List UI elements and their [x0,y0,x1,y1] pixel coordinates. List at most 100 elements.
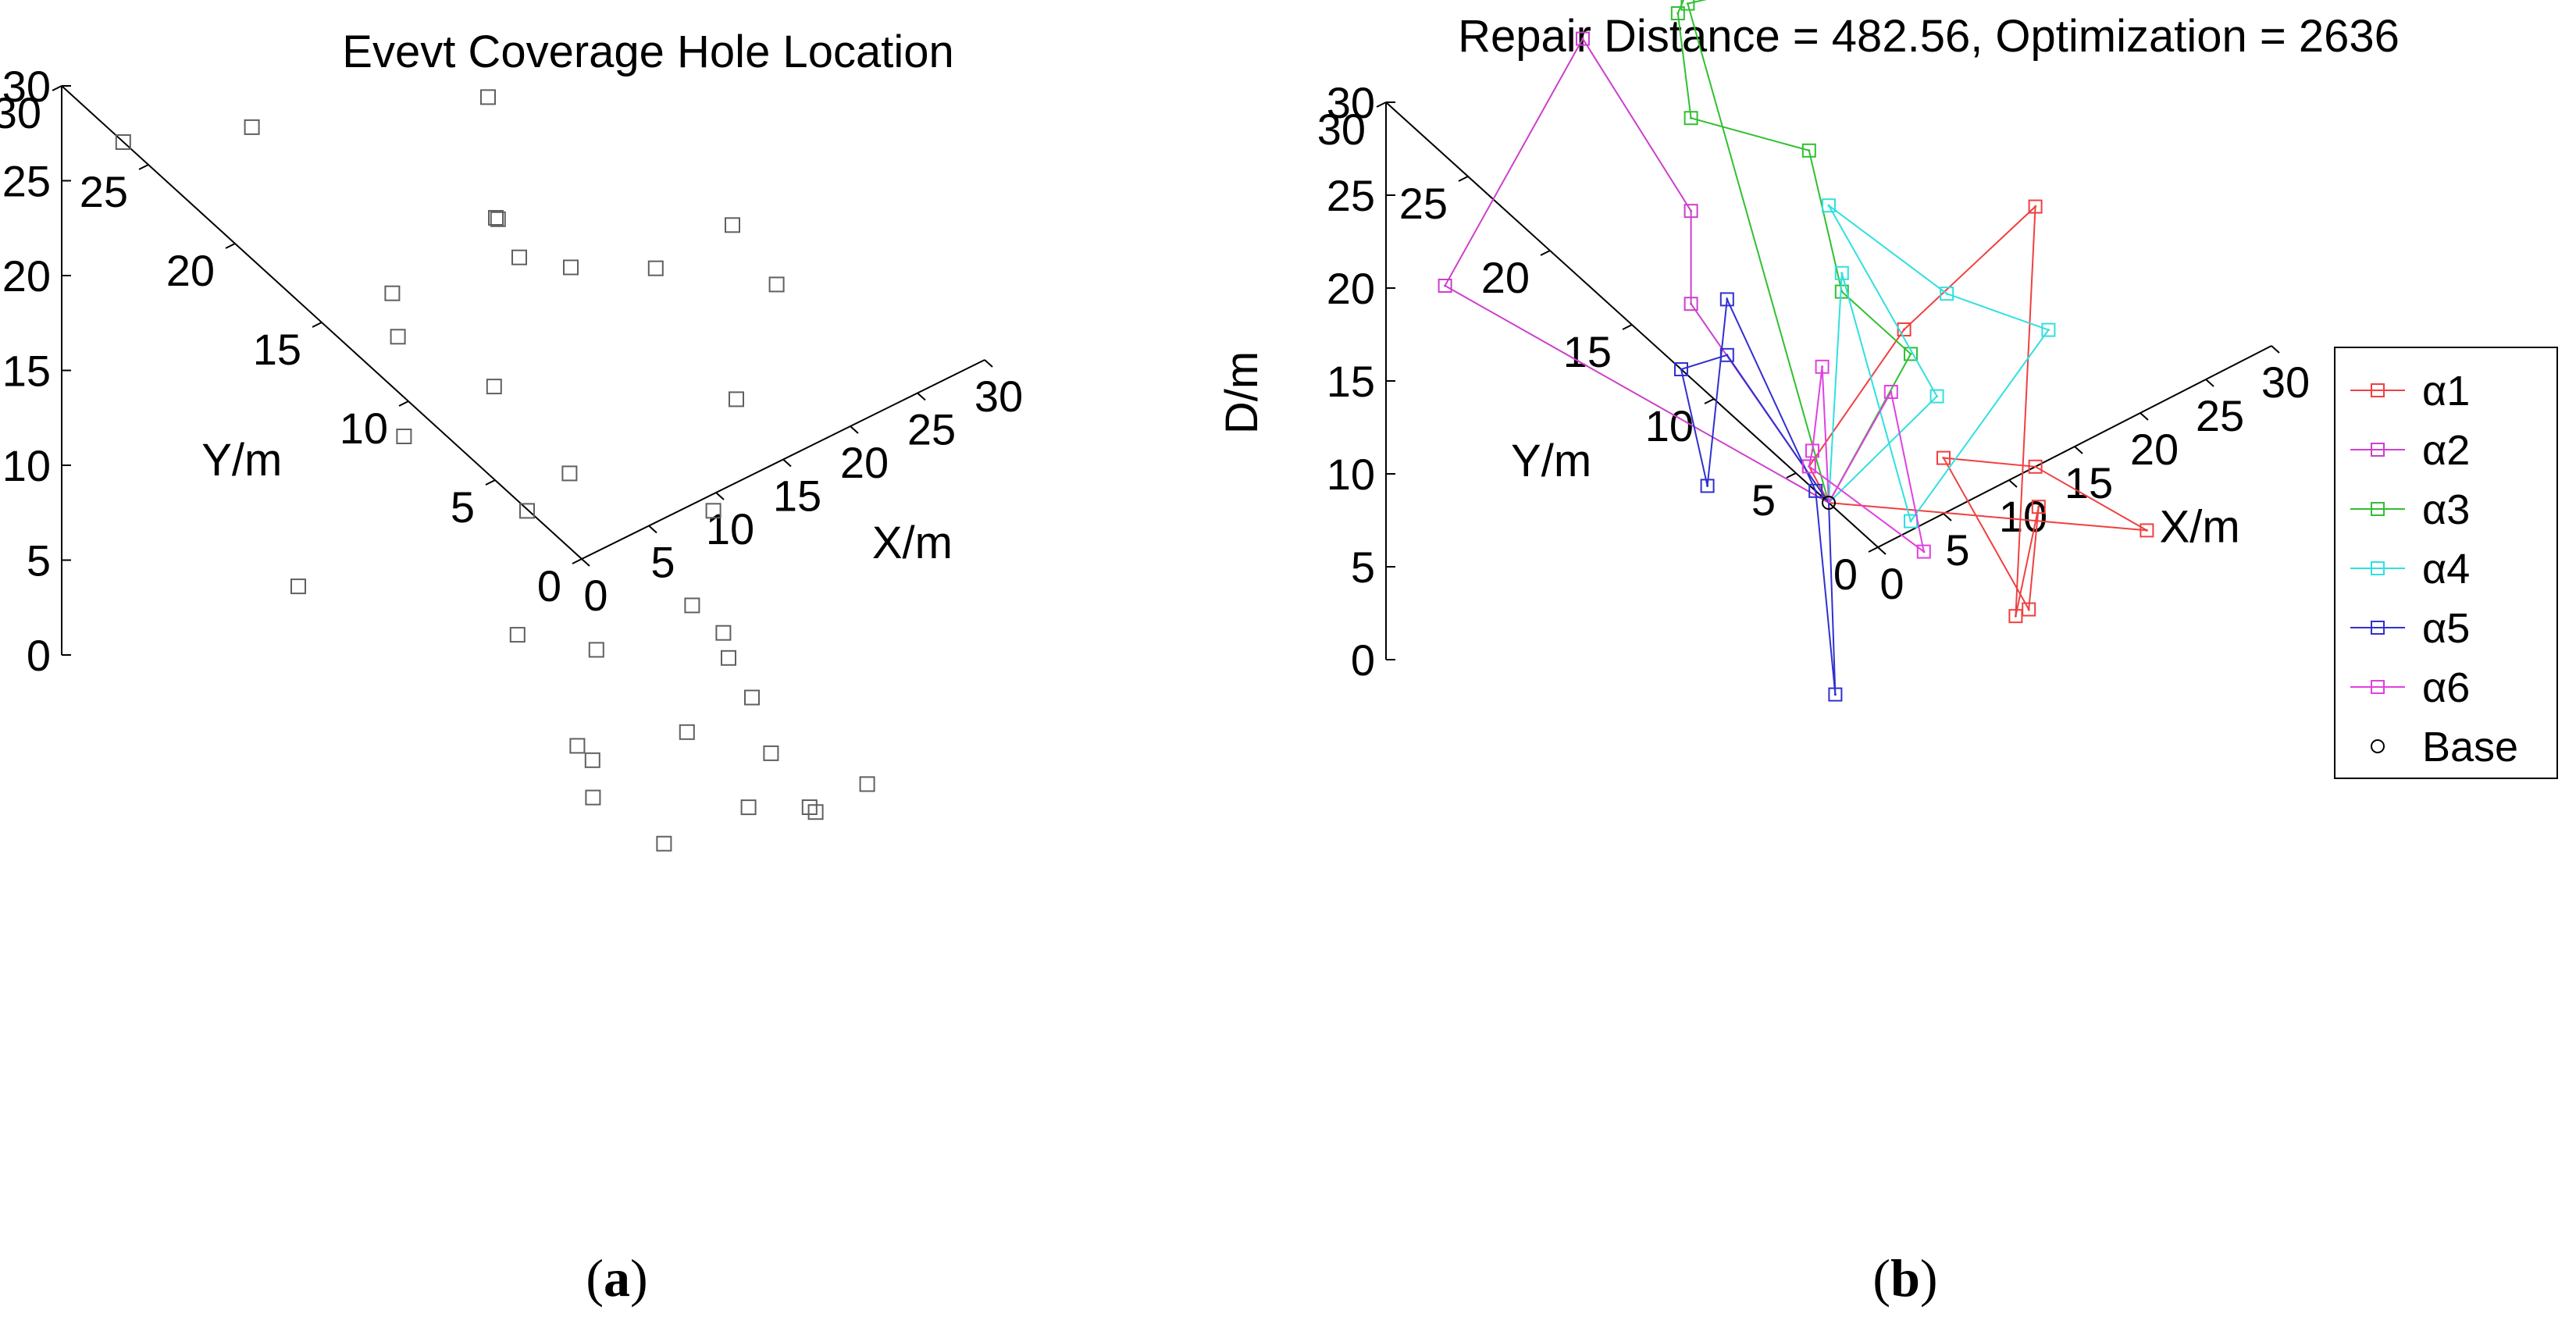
series-point-α6 [1801,459,1816,474]
legend-label: α4 [2422,546,2470,593]
hole-point [488,210,504,226]
a-x-tick-label: 20 [840,438,889,487]
a-x-tick-label: 15 [773,472,821,521]
b-y-tick-label: 10 [1645,401,1694,450]
b-y-tick-mark [1458,176,1469,182]
series-point-α6 [1916,544,1931,559]
hole-point [390,329,406,345]
b-x-tick-label: 10 [1999,492,2047,541]
b-z-tick-label: 20 [1327,264,1375,313]
series-point-dot [1811,449,1814,452]
a-y-tick-label: 10 [340,404,388,453]
series-line-α1 [1808,205,2147,617]
b-y-tick-label: 15 [1563,327,1612,376]
hole-point [115,134,131,150]
series-point-α5 [1719,292,1734,307]
hole-point [384,285,401,301]
legend-label: α1 [2422,368,2470,415]
series-point-α2 [1576,31,1590,46]
legend-marker-α1 [2371,383,2385,397]
hole-point [740,799,757,816]
b-x-tick-label: 5 [1945,525,1969,575]
hole-point [684,597,700,614]
a-z-tick-label: 30 [2,62,51,111]
b-x-tick-mark [2140,412,2149,421]
b-y-tick-label: 0 [1833,550,1858,599]
series-point-dot [2037,505,2040,508]
series-point-dot [1890,390,1893,393]
a-z-tick-label: 15 [2,347,51,396]
a-z-tick-label: 20 [2,251,51,301]
series-line-α5 [1680,296,1837,695]
series-point-α5 [1719,347,1734,362]
series-line-α2 [1444,37,1830,504]
b-x-tick-mark [1943,513,1952,521]
b-y-axis-label: Y/m [1511,436,1591,486]
series-point-dot [1827,204,1830,207]
hole-point [679,724,695,740]
hole-point [561,465,578,482]
a-y-tick-mark [225,243,236,249]
series-point-dot [1945,292,1948,295]
hole-point [768,276,785,293]
hole-point [244,119,260,135]
series-point-α1 [2008,609,2023,624]
a-x-tick-label: 10 [706,504,754,553]
b-z-axis-label: D/m [1217,351,1267,434]
a-z-tick-label: 0 [27,631,51,680]
legend-label: Base [2422,724,2518,771]
series-point-α1 [1897,322,1912,336]
a-x-tick-mark [581,558,590,567]
a-y-axis-label: Y/m [201,435,282,486]
hole-point [509,627,526,643]
series-line-α4 [1828,205,2050,523]
a-x-tick-label: 5 [650,538,675,587]
legend-marker-α5 [2371,621,2385,635]
panel-a-marks [115,89,875,852]
series-point-α5 [1828,687,1843,702]
a-x-tick-label: 0 [583,571,607,620]
series-point-α5 [1808,483,1823,498]
series-point-α2 [1683,204,1698,219]
b-x-tick-mark [1877,546,1887,555]
b-y-tick-mark [1786,472,1797,479]
b-z-tick-label: 10 [1327,450,1375,499]
a-x-tick-label: 30 [974,372,1023,421]
hole-point [588,642,604,658]
b-x-tick-mark [2271,345,2280,354]
a-y-tick-label: 20 [166,246,215,295]
b-x-tick-label: 20 [2130,425,2179,474]
series-point-dot [1840,272,1844,275]
panel-b-legend: α1 α2 α3 α4 α5 α6 Base [2334,347,2558,779]
base-point [1822,496,1836,510]
b-z-tick-label: 5 [1351,543,1375,592]
series-point-α4 [1834,265,1849,280]
series-point-α1 [1936,450,1951,465]
hole-point [721,650,736,666]
series-point-α6 [1815,359,1830,374]
panel-a-title: Evevt Coverage Hole Location [342,27,953,77]
a-y-tick-mark [52,85,62,91]
series-point-α1 [2028,459,2043,474]
b-z-tick-label: 0 [1351,635,1375,685]
series-point-dot [2014,614,2017,618]
series-point-dot [2034,205,2037,208]
series-point-α3 [1670,6,1685,20]
b-z-tick-label: 30 [1327,78,1375,127]
a-y-tick-mark [312,322,322,328]
hole-point [807,804,824,820]
hole-point [715,625,732,641]
series-point-dot [1726,354,1729,357]
panel-b-axes: 051015202530051015202530051015202530X/mY… [1217,78,2310,685]
series-point-dot [2145,529,2148,532]
series-point-dot [1706,484,1709,487]
series-point-dot [1808,464,1811,468]
a-y-tick-label: 25 [80,167,128,216]
series-point-α6 [1805,443,1819,458]
hole-point [563,259,579,276]
series-point-α4 [1940,287,1954,301]
b-y-tick-mark [1622,324,1633,330]
a-y-tick-mark [398,400,409,407]
a-z-tick-label: 25 [2,157,51,206]
b-y-tick-label: 5 [1751,475,1776,525]
